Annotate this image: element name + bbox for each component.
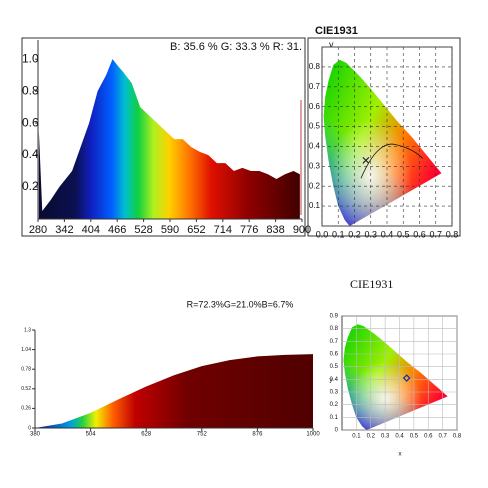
color-point	[362, 156, 370, 164]
y-axis-label: y	[330, 378, 333, 384]
x-tick-label: 0.7	[429, 229, 442, 239]
x-tick-label: 0.5	[410, 434, 419, 440]
y-tick-label: 1.04	[21, 347, 31, 353]
y-tick-label: 0.6	[22, 115, 39, 129]
y-axis-label: y	[329, 39, 334, 49]
x-tick-label: 0.3	[381, 434, 390, 440]
x-tick-label: 876	[252, 432, 263, 438]
x-tick-label: 838	[266, 224, 284, 236]
x-tick-label: 0.5	[397, 229, 410, 239]
x-tick-label: 0.7	[438, 434, 447, 440]
x-tick-label: 1000	[306, 432, 320, 438]
y-tick-label: 0.6	[309, 102, 321, 111]
x-tick-label: 280	[29, 224, 47, 236]
x-tick-label: 752	[197, 432, 208, 438]
x-tick-label: 528	[134, 224, 152, 236]
y-tick-label: 0.1	[309, 201, 321, 210]
x-tick-label: 0.2	[367, 434, 376, 440]
gamut-white	[343, 324, 448, 430]
x-tick-label: 0.6	[424, 434, 433, 440]
y-tick-label: 0.6	[330, 352, 339, 358]
spectrum-area	[35, 354, 313, 428]
x-tick-label: 0.3	[364, 229, 377, 239]
y-tick-label: 0.4	[309, 142, 321, 151]
x-tick-label: 628	[141, 432, 152, 438]
planck-curve	[360, 143, 424, 179]
x-tick-label: 0.4	[395, 434, 404, 440]
y-tick-label: 0.2	[330, 402, 339, 408]
y-tick-label: 0.9	[330, 314, 339, 320]
y-tick-label: 0.5	[330, 364, 339, 370]
x-axis-label: x	[399, 452, 402, 458]
y-tick-label: 0.4	[330, 377, 339, 383]
x-tick-label: 776	[240, 224, 258, 236]
x-tick-label: 0.1	[352, 434, 361, 440]
x-tick-label: 0.6	[413, 229, 426, 239]
gamut	[323, 59, 442, 226]
y-tick-label: 0.3	[309, 161, 321, 170]
y-tick-label: 0	[335, 428, 339, 434]
y-tick-label: 0.7	[309, 82, 321, 91]
y-tick-label: 0	[28, 425, 31, 431]
cie-title: CIE1931	[350, 277, 393, 291]
y-tick-label: 0.8	[22, 83, 39, 97]
y-tick-label: 1.0	[22, 51, 39, 65]
x-tick-label: 0.2	[348, 229, 361, 239]
x-tick-label: 900	[293, 224, 311, 236]
x-tick-label: 466	[108, 224, 126, 236]
x-tick-label: 0.8	[453, 434, 462, 440]
x-tick-label: 380	[30, 432, 41, 438]
y-tick-label: 0.5	[309, 122, 321, 131]
y-tick-label: 0.1	[330, 415, 339, 421]
x-tick-label: 0.4	[381, 229, 394, 239]
y-tick-label: 0.2	[309, 181, 321, 190]
spectrum-frame	[21, 37, 306, 237]
y-tick-label: 0.52	[21, 386, 31, 392]
y-tick-label: 0.7	[330, 339, 339, 345]
y-tick-label: 0.78	[21, 367, 31, 373]
y-tick-label: 0.2	[22, 179, 39, 193]
x-tick-label: 714	[214, 224, 232, 236]
gamut-white	[323, 59, 442, 226]
rgb-ratio: R=72.3%G=21.0%B=6.7%	[187, 299, 294, 309]
x-tick-label: 504	[86, 432, 97, 438]
x-tick-label: 0.8	[446, 229, 459, 239]
x-tick-label: 404	[82, 224, 100, 236]
y-tick-label: 0.4	[22, 147, 39, 161]
x-tick-label: 652	[187, 224, 205, 236]
y-tick-label: 0.8	[330, 326, 339, 332]
x-tick-label: 0.0	[316, 229, 329, 239]
spectrum-area	[38, 59, 300, 219]
cie-frame	[307, 37, 461, 237]
y-tick-label: 1.3	[24, 327, 31, 333]
y-tick-label: 0.8	[309, 62, 321, 71]
color-point	[402, 374, 411, 382]
gamut	[343, 324, 448, 430]
rgb-ratio: B: 35.6 % G: 33.3 % R: 31.	[170, 41, 302, 53]
y-tick-label: 0.26	[21, 406, 31, 412]
cie-title: CIE1931	[315, 25, 358, 37]
x-tick-label: 342	[55, 224, 73, 236]
y-tick-label: 0.3	[330, 390, 339, 396]
x-tick-label: 0.1	[332, 229, 345, 239]
x-tick-label: 590	[161, 224, 179, 236]
